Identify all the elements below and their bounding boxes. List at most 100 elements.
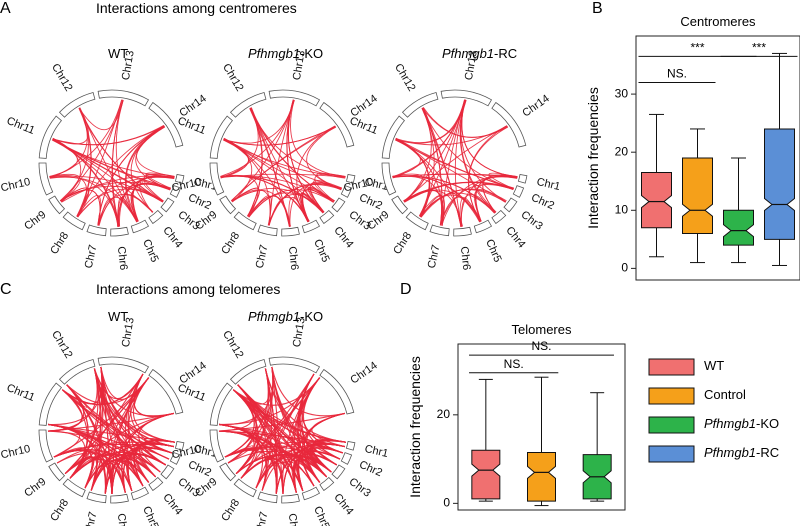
interaction-link — [124, 373, 144, 487]
chromosome-segment-chr5 — [130, 486, 150, 501]
interaction-link — [420, 188, 507, 218]
interaction-link — [307, 187, 334, 214]
interaction-link — [303, 377, 341, 460]
interaction-link — [404, 190, 463, 227]
legend-item-wt: WT — [648, 358, 724, 376]
chromosome-segment-chr2 — [340, 185, 353, 198]
chromosome-segment-chr2 — [512, 185, 525, 198]
interaction-link — [52, 125, 165, 146]
chromosome-segment-chr6 — [281, 493, 300, 504]
panel-letter-d: D — [400, 281, 412, 298]
chromosome-label: Chr12 — [220, 329, 246, 361]
interaction-link — [459, 99, 496, 214]
interaction-link — [93, 368, 174, 417]
interaction-links — [49, 99, 175, 227]
interaction-link — [48, 423, 81, 458]
chromosome-segment-chr4 — [319, 476, 335, 492]
chromosome-segment-chr5 — [473, 219, 493, 234]
chart-title: Centromeres — [680, 14, 756, 29]
plot-frame — [635, 35, 800, 281]
chromosome-segment-chr7 — [257, 224, 278, 237]
legend-item-rc: Pfhmgb1-RC — [648, 445, 779, 463]
y-tick-label: 30 — [615, 86, 629, 100]
interaction-link — [61, 366, 103, 405]
chromosome-segment-chr1 — [174, 441, 185, 451]
interaction-link — [395, 99, 465, 144]
chromosome-segment-chr7 — [86, 224, 107, 237]
chromosome-segment-chr2 — [169, 185, 182, 198]
chromosome-label: Chr8 — [48, 230, 71, 257]
chromosome-label: Chr10 — [0, 443, 32, 461]
interaction-link — [475, 176, 518, 222]
interaction-link — [66, 384, 107, 494]
significance-label: NS. — [531, 339, 551, 353]
chromosome-segment-chr12 — [229, 359, 267, 385]
box-control — [527, 376, 556, 507]
interaction-link — [127, 377, 150, 483]
interaction-link — [223, 139, 346, 178]
interaction-link — [395, 139, 515, 189]
interaction-link — [78, 99, 124, 131]
chromosome-label: Chr11 — [348, 115, 380, 137]
interaction-link — [130, 126, 165, 213]
interaction-link — [261, 373, 315, 491]
interaction-link — [98, 198, 120, 227]
chromosome-segment-chr4 — [148, 476, 164, 492]
chromosome-segment-chr3 — [160, 464, 175, 480]
interaction-link — [64, 456, 98, 491]
chromosome-segment-chr14 — [491, 101, 527, 148]
chromosome-label: Chr4 — [160, 224, 184, 250]
box-body — [764, 128, 795, 240]
box-body — [723, 209, 754, 246]
box-ko — [723, 157, 754, 264]
chromosome-segment-chr10 — [209, 162, 225, 196]
interaction-link — [124, 125, 165, 223]
chromosome-label: Chr8 — [48, 497, 71, 524]
chromosome-label: Chr12 — [392, 62, 418, 94]
chromosome-label: Chr7 — [254, 244, 271, 270]
legend-swatch — [648, 445, 695, 463]
interaction-link — [47, 389, 83, 432]
chromosome-label: Chr1 — [363, 443, 389, 460]
y-axis-label: Interaction frequencies — [585, 87, 601, 229]
chromosome-segment-chr7 — [257, 491, 278, 504]
interaction-link — [482, 174, 518, 213]
significance-label: NS. — [504, 357, 524, 371]
box-body — [682, 157, 713, 235]
chromosome-segment-chr7 — [86, 491, 107, 504]
chromosome-segment-chr14 — [148, 101, 184, 148]
chromosome-segment-chr5 — [301, 219, 321, 234]
chromosome-segment-chr8 — [62, 478, 86, 498]
interaction-links — [220, 99, 346, 227]
panel-letter-c: C — [0, 281, 12, 298]
chromosome-segment-chr8 — [62, 211, 86, 231]
chromosome-segment-chr6 — [110, 226, 129, 237]
chromosome-label: Chr5 — [311, 505, 332, 526]
chromosome-segment-chr10 — [381, 162, 397, 196]
legend-label: Pfhmgb1-KO — [704, 416, 779, 431]
circos-plot-a-rc: Chr1Chr2Chr3Chr4Chr5Chr6Chr7Chr8Chr9Chr1… — [343, 50, 562, 271]
chromosome-label: Chr13 — [291, 50, 308, 82]
chromosome-label: Chr10 — [171, 443, 203, 461]
chromosome-label: Chr2 — [186, 459, 213, 480]
box-wt — [471, 378, 501, 502]
interaction-link — [230, 125, 336, 202]
interaction-link — [49, 176, 138, 223]
panel-a-title: Interactions among centromeres — [96, 0, 297, 16]
chromosome-segment-chr8 — [405, 211, 429, 231]
chromosome-segment-chr4 — [491, 209, 507, 225]
chromosome-segment-chr9 — [219, 462, 237, 482]
panel-letter-b: B — [592, 0, 603, 17]
interaction-link — [247, 107, 263, 217]
legend-label: Pfhmgb1-RC — [704, 445, 779, 460]
interaction-link — [224, 441, 345, 458]
chromosome-label: Chr14 — [520, 93, 551, 120]
chromosome-label: Chr6 — [286, 513, 300, 526]
interaction-link — [313, 179, 343, 203]
chromosome-label: Chr11 — [176, 382, 208, 404]
interaction-link — [219, 366, 274, 425]
chromosome-label: Chr7 — [83, 244, 100, 270]
chromosome-segment-chr9 — [391, 195, 409, 215]
chromosome-segment-chr9 — [219, 195, 237, 215]
